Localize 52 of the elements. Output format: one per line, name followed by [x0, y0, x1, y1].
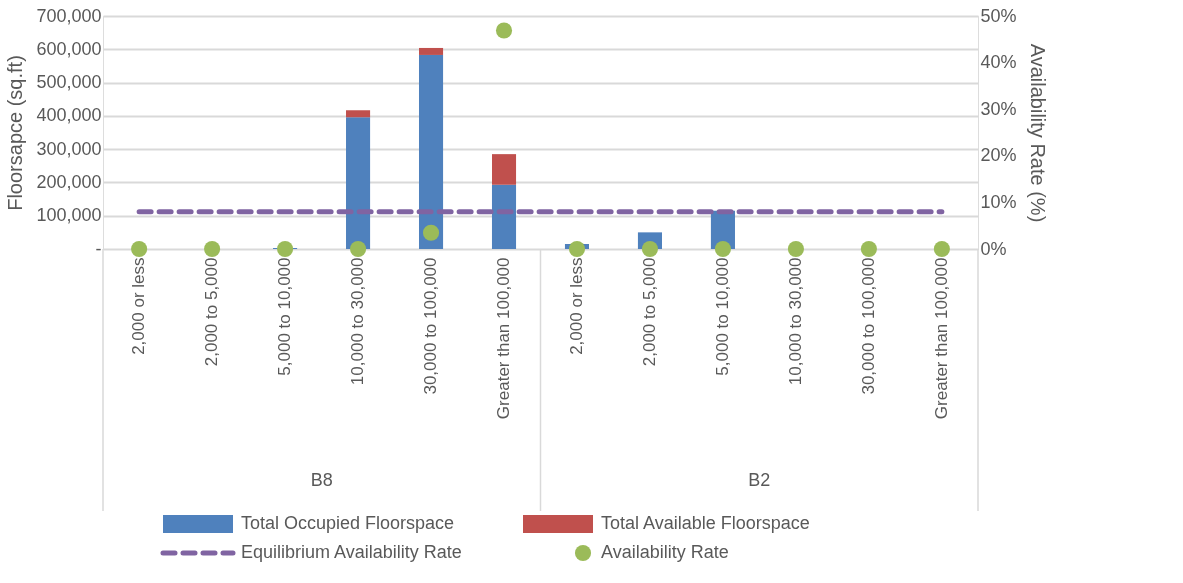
x-tick-label: 2,000 or less: [129, 257, 149, 355]
bar: [491, 154, 517, 185]
legend-label: Availability Rate: [601, 542, 729, 562]
point: [568, 240, 586, 258]
y2-axis-title: Availability Rate (%): [1026, 43, 1049, 223]
point: [204, 240, 221, 258]
bar: [346, 117, 371, 249]
x-tick-label: 30,000 to 100,000: [858, 257, 878, 395]
y-tick-label: 100,000: [36, 205, 102, 226]
legend-label: Total Available Floorspace: [601, 513, 810, 533]
y-axis-title: Floorsapce (sq.ft): [4, 55, 27, 211]
bar: [418, 47, 444, 55]
point: [860, 240, 877, 258]
x-tick-label: 30,000 to 100,000: [421, 257, 441, 395]
point: [933, 240, 950, 258]
y2-tick-label: 40%: [980, 52, 1017, 73]
y-tick-label: 300,000: [36, 138, 102, 159]
y-tick-label: 500,000: [36, 72, 102, 93]
point: [422, 224, 440, 241]
bar: [346, 110, 371, 118]
text: B8: [310, 470, 333, 490]
x-tick-label: 10,000 to 30,000: [348, 257, 368, 386]
x-tick-label: 5,000 to 10,000: [275, 257, 295, 376]
point: [349, 240, 367, 258]
bar: [491, 184, 517, 249]
y2-tick-label: 30%: [980, 98, 1017, 119]
y-tick-label: -: [95, 238, 102, 259]
x-tick-label: 2,000 to 5,000: [639, 257, 659, 367]
point: [641, 240, 659, 258]
y-tick-label: 200,000: [36, 171, 102, 192]
point: [714, 240, 732, 258]
y2-tick-label: 0%: [980, 238, 1007, 259]
point: [787, 240, 804, 258]
x-tick-label: 10,000 to 30,000: [785, 257, 805, 386]
y-tick-label: 400,000: [36, 105, 102, 126]
text: B2: [748, 470, 771, 490]
y2-tick-label: 50%: [980, 5, 1017, 26]
point: [495, 22, 513, 39]
x-tick-label: 2,000 or less: [566, 257, 586, 355]
legend-label: Total Occupied Floorspace: [241, 513, 455, 533]
point: [131, 240, 148, 258]
y-tick-label: 600,000: [36, 38, 102, 59]
x-tick-label: Greater than 100,000: [494, 257, 514, 420]
y2-tick-label: 10%: [980, 191, 1017, 212]
x-tick-label: 5,000 to 10,000: [712, 257, 732, 376]
bar: [418, 54, 444, 249]
x-tick-label: 2,000 to 5,000: [202, 257, 222, 367]
x-tick-label: Greater than 100,000: [931, 257, 951, 420]
point: [277, 240, 294, 258]
legend-label: Equilibrium Availability Rate: [241, 542, 462, 562]
y2-tick-label: 20%: [980, 145, 1017, 166]
y-tick-label: 700,000: [36, 5, 102, 26]
